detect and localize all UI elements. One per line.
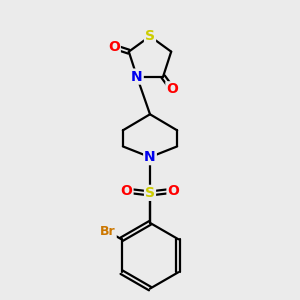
Text: O: O (108, 40, 120, 54)
Text: N: N (144, 150, 156, 164)
Text: Br: Br (100, 225, 116, 238)
Text: O: O (167, 82, 178, 96)
Text: S: S (145, 29, 155, 43)
Text: O: O (167, 184, 179, 198)
Text: S: S (145, 186, 155, 200)
Text: N: N (131, 70, 143, 84)
Text: O: O (121, 184, 133, 198)
